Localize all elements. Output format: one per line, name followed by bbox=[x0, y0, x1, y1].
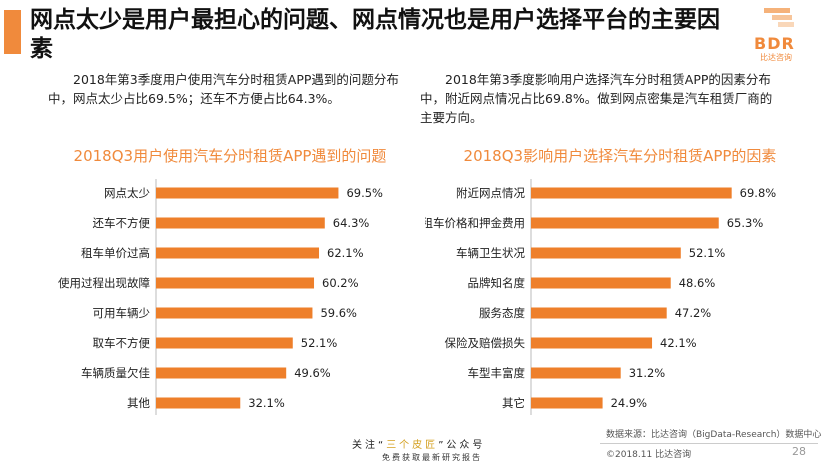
bar bbox=[531, 307, 667, 319]
value-label: 31.2% bbox=[629, 366, 666, 380]
bar bbox=[531, 187, 732, 199]
bar bbox=[156, 397, 241, 409]
category-label: 租车价格和押金费用 bbox=[425, 216, 525, 230]
value-label: 24.9% bbox=[611, 396, 648, 410]
value-label: 47.2% bbox=[675, 306, 712, 320]
category-label: 使用过程出现故障 bbox=[58, 276, 150, 290]
category-label: 品牌知名度 bbox=[468, 276, 526, 290]
chart-title-left: 2018Q3用户使用汽车分时租赁APP遇到的问题 bbox=[73, 147, 387, 165]
description-left: 2018年第3季度用户使用汽车分时租赁APP遇到的问题分布中，网点太少占比69.… bbox=[48, 72, 399, 106]
follow-subtext: 免费获取最新研究报告 bbox=[382, 453, 482, 462]
bar bbox=[156, 247, 320, 259]
value-label: 64.3% bbox=[333, 216, 370, 230]
bar bbox=[531, 277, 671, 289]
chart-title-right: 2018Q3影响用户选择汽车分时租赁APP的因素 bbox=[463, 147, 777, 165]
page-number: 28 bbox=[792, 445, 806, 458]
category-label: 网点太少 bbox=[104, 186, 150, 200]
value-label: 60.2% bbox=[322, 276, 359, 290]
copyright: ©2018.11 比达咨询 bbox=[606, 450, 692, 460]
value-label: 65.3% bbox=[727, 216, 764, 230]
footer-divider bbox=[600, 443, 818, 444]
title-accent-bar bbox=[4, 10, 21, 54]
category-label: 车辆质量欠佳 bbox=[81, 366, 150, 380]
value-label: 49.6% bbox=[294, 366, 331, 380]
category-label: 车型丰富度 bbox=[468, 366, 526, 380]
bar bbox=[156, 307, 313, 319]
value-label: 62.1% bbox=[327, 246, 364, 260]
description-right: 2018年第3季度影响用户选择汽车分时租赁APP的因素分布中，附近网点情况占比6… bbox=[420, 72, 773, 125]
bar bbox=[531, 367, 621, 379]
value-label: 32.1% bbox=[248, 396, 285, 410]
bar bbox=[156, 187, 339, 199]
follow-text: 关注“三个皮匠”公众号 bbox=[352, 440, 486, 451]
chart-left: 网点太少 69.5% 还车不方便 64.3% 租车单价过高 62.1% 使用过程出现故障 60… bbox=[58, 179, 383, 415]
bar bbox=[531, 397, 603, 409]
bdr-logo-icon bbox=[764, 8, 794, 27]
bar bbox=[531, 217, 719, 229]
category-label: 服务态度 bbox=[479, 306, 525, 320]
bar bbox=[531, 247, 681, 259]
bar bbox=[531, 337, 653, 349]
bar bbox=[156, 337, 293, 349]
logo-subtext: 比达咨询 bbox=[760, 53, 792, 62]
category-label: 附近网点情况 bbox=[456, 186, 525, 200]
chart-right: 附近网点情况 69.8% 租车价格和押金费用 65.3% 车辆卫生状况 52.1% 品牌知名… bbox=[425, 179, 777, 415]
value-label: 69.8% bbox=[740, 186, 777, 200]
category-label: 其他 bbox=[127, 396, 150, 410]
value-label: 59.6% bbox=[320, 306, 357, 320]
page-title: 网点太少是用户最担心的问题、网点情况也是用户选择平台的主要因素 bbox=[30, 7, 720, 62]
bar bbox=[156, 277, 315, 289]
category-label: 取车不方便 bbox=[93, 336, 151, 350]
value-label: 69.5% bbox=[346, 186, 383, 200]
value-label: 52.1% bbox=[301, 336, 338, 350]
category-label: 其它 bbox=[502, 396, 525, 410]
category-label: 可用车辆少 bbox=[93, 306, 151, 320]
bar bbox=[156, 217, 325, 229]
value-label: 48.6% bbox=[679, 276, 716, 290]
bar bbox=[156, 367, 287, 379]
category-label: 还车不方便 bbox=[93, 216, 151, 230]
logo-text: BDR bbox=[754, 34, 795, 53]
category-label: 车辆卫生状况 bbox=[456, 246, 525, 260]
category-label: 租车单价过高 bbox=[81, 246, 150, 260]
data-source: 数据来源：比达咨询（BigData-Research）数据中心 bbox=[606, 430, 822, 440]
category-label: 保险及赔偿损失 bbox=[445, 336, 526, 350]
value-label: 52.1% bbox=[689, 246, 726, 260]
value-label: 42.1% bbox=[660, 336, 697, 350]
